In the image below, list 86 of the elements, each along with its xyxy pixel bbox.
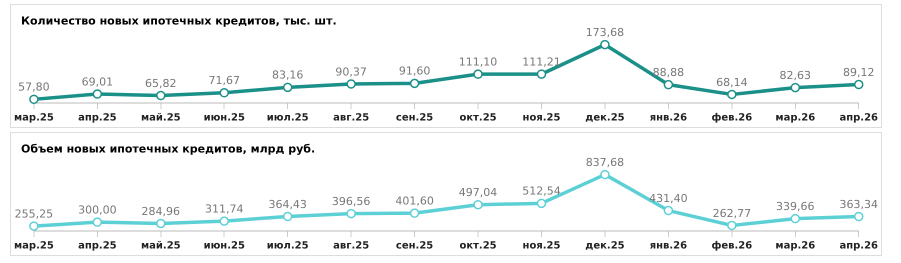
point [410,208,420,218]
point [219,216,229,226]
data-label: 173,68 [586,26,624,39]
data-label: 82,63 [780,68,812,82]
x-tick-label: окт.25 [459,240,497,252]
x-tick-label: янв.26 [650,240,688,252]
x-tick-label: мар.25 [14,112,54,124]
point [92,89,102,99]
x-tick-label: июн.25 [204,112,245,124]
data-label: 89,12 [842,66,874,79]
point [92,217,102,227]
x-tick-label: дек.25 [585,112,625,124]
data-label: 396,56 [332,194,370,208]
x-tick-label: май.25 [140,240,181,252]
point [219,88,229,98]
point [600,170,610,180]
data-label: 512,54 [522,184,561,198]
x-tick-label: июл.25 [266,112,309,124]
data-label: 401,60 [395,194,434,208]
data-label: 837,68 [586,156,624,169]
point [156,218,166,228]
point [790,214,800,224]
x-tick-label: мар.25 [14,240,54,252]
point [664,80,674,90]
point [536,69,546,79]
chart-title: Объем новых ипотечных кредитов, млрд руб. [21,142,316,156]
data-label: 431,40 [649,192,688,205]
data-label: 364,43 [268,198,307,211]
data-label: 339,66 [776,200,815,213]
x-tick-label: янв.26 [650,112,688,124]
data-label: 91,60 [398,64,430,78]
data-label: 262,77 [712,206,752,220]
data-label: 497,04 [458,186,498,200]
x-tick-label: май.25 [140,112,181,124]
data-label: 111,21 [522,55,561,68]
data-label: 111,10 [458,56,498,69]
x-tick-label: апр.25 [78,240,117,252]
x-tick-label: мар.26 [775,112,816,124]
point [282,212,292,222]
chart-title: Количество новых ипотечных кредитов, тыс. шт. [21,14,337,28]
x-tick-label: апр.26 [839,240,878,252]
x-tick-label: ноя.25 [522,240,560,252]
x-tick-label: авг.25 [333,112,370,124]
point [410,78,420,88]
data-label: 311,74 [204,202,244,216]
point [600,40,610,50]
data-label: 255,25 [14,207,54,220]
point [156,90,166,100]
point [790,82,800,92]
point [346,79,356,89]
x-tick-label: авг.25 [333,240,370,252]
point [854,212,864,222]
x-tick-label: окт.25 [459,112,497,124]
x-tick-label: сен.25 [396,240,434,252]
data-label: 88,88 [652,66,684,80]
point [282,82,292,92]
point [473,69,483,79]
data-label: 68,14 [716,76,748,89]
data-label: 83,16 [272,68,304,82]
x-tick-label: апр.25 [78,112,117,124]
point [473,200,483,210]
x-tick-label: фев.26 [711,240,752,252]
x-tick-label: фев.26 [711,112,752,124]
data-label: 65,82 [145,76,177,90]
point [346,208,356,218]
data-label: 69,01 [82,75,114,88]
x-tick-label: апр.26 [839,112,878,124]
data-label: 71,67 [208,74,240,88]
x-tick-label: сен.25 [396,112,434,124]
data-label: 300,00 [78,204,117,217]
data-label: 363,34 [839,198,878,211]
point [664,206,674,216]
point [29,221,39,231]
point [29,94,39,104]
point [536,198,546,208]
x-tick-label: дек.25 [585,240,625,252]
point [854,80,864,90]
data-label: 284,96 [142,204,180,218]
x-tick-label: мар.26 [775,240,816,252]
data-label: 90,37 [335,65,367,78]
x-tick-label: июн.25 [204,240,245,252]
point [727,90,737,100]
x-tick-label: июл.25 [266,240,309,252]
x-tick-label: ноя.25 [522,112,560,124]
data-label: 57,80 [18,80,50,94]
point [727,220,737,230]
